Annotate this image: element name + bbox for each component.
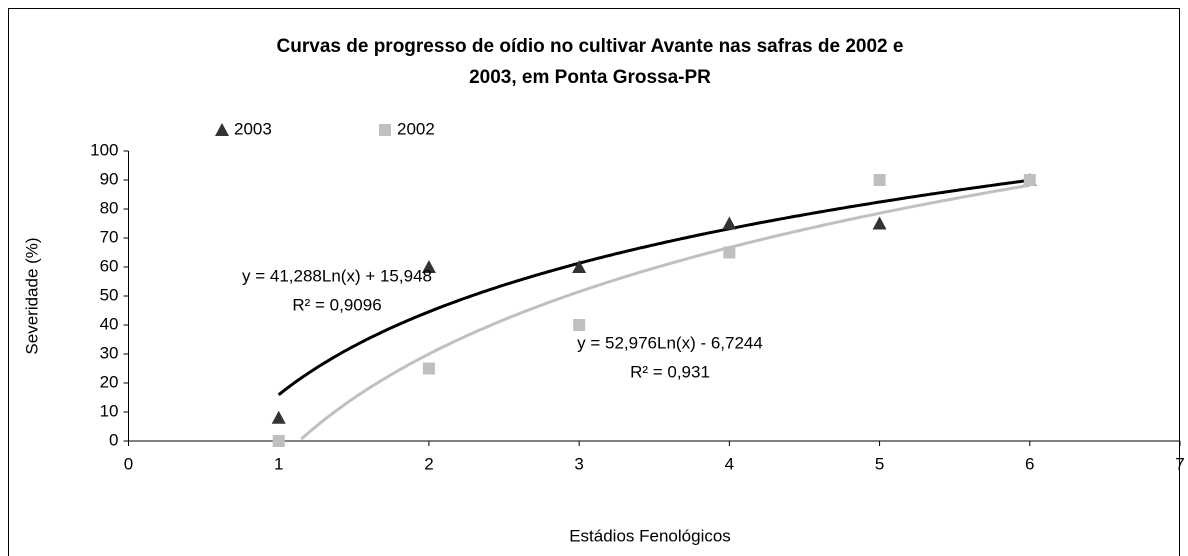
point — [215, 123, 229, 136]
legend-label: 2003 — [234, 119, 272, 138]
y-tick-label: 100 — [90, 140, 118, 159]
x-tick-label: 3 — [574, 454, 583, 473]
x-tick-label: 6 — [1025, 454, 1034, 473]
y-tick-label: 30 — [100, 343, 119, 362]
trendline-equation: y = 52,976Ln(x) - 6,7244 — [577, 333, 763, 352]
point — [722, 216, 737, 230]
y-tick-label: 80 — [100, 198, 119, 217]
chart-border — [8, 8, 1180, 556]
chart-title: 2003, em Ponta Grossa-PR — [469, 67, 711, 88]
point — [421, 260, 436, 273]
chart-title: Curvas de progresso de oídio no cultivar… — [277, 36, 904, 57]
x-tick-label: 7 — [1175, 454, 1184, 473]
y-tick-label: 40 — [100, 314, 119, 333]
trendline-r2: R² = 0,931 — [630, 362, 710, 381]
trendline-equation: y = 41,288Ln(x) + 15,948 — [242, 266, 432, 285]
x-tick-label: 2 — [424, 454, 433, 473]
point — [873, 174, 886, 186]
point — [422, 362, 435, 375]
point — [379, 124, 391, 136]
x-tick-label: 4 — [725, 454, 734, 473]
y-tick-label: 0 — [109, 430, 118, 449]
point — [1023, 174, 1036, 186]
point — [271, 410, 286, 424]
point — [872, 216, 887, 230]
y-tick-label: 10 — [100, 401, 119, 420]
legend-label: 2002 — [397, 119, 435, 138]
x-tick-label: 0 — [124, 454, 133, 473]
point — [572, 260, 587, 273]
point — [573, 319, 586, 331]
y-tick-label: 60 — [100, 256, 119, 275]
x-tick-label: 5 — [875, 454, 884, 473]
trendline — [300, 183, 1031, 441]
y-axis-label: Severidade (%) — [22, 237, 41, 354]
trendline-r2: R² = 0,9096 — [292, 295, 381, 314]
point — [272, 435, 285, 447]
y-tick-label: 90 — [100, 169, 119, 188]
y-tick-label: 20 — [100, 372, 119, 391]
point — [723, 246, 736, 259]
y-tick-label: 50 — [100, 285, 119, 304]
x-axis-label: Estádios Fenológicos — [569, 526, 731, 545]
trendline — [277, 178, 1030, 396]
y-tick-label: 70 — [100, 227, 119, 246]
x-tick-label: 1 — [274, 454, 283, 473]
